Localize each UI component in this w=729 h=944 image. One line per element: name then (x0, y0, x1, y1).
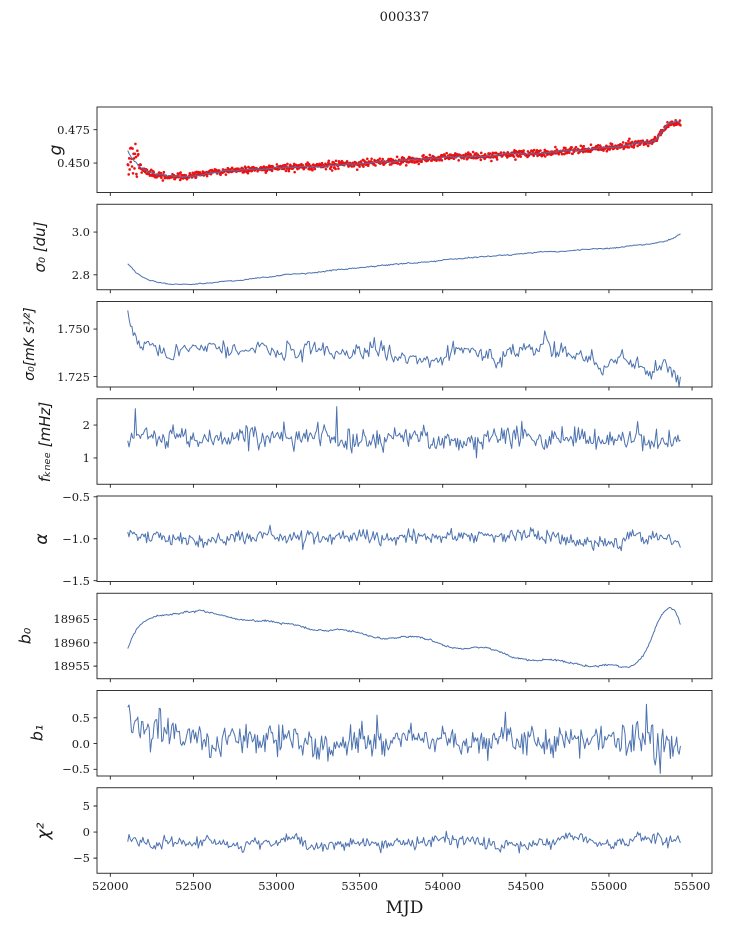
y-tick-label: 1 (82, 450, 90, 465)
y-tick-label: 18965 (53, 612, 90, 627)
x-tick-label: 55500 (673, 879, 711, 893)
x-tick-label: 54000 (424, 879, 462, 893)
y-tick-label: −5 (73, 851, 90, 866)
y-tick-label: 0.5 (71, 710, 90, 725)
y-tick-label: 0 (82, 825, 90, 840)
y-tick-label: −1.0 (62, 531, 90, 546)
y-tick-label: 3.0 (71, 225, 90, 240)
x-axis-label: MJD (385, 898, 424, 918)
y-axis-label: fₖₙₑₑ [mHz] (36, 401, 54, 482)
y-tick-label: 0.450 (57, 156, 90, 171)
y-tick-label: −0.5 (62, 489, 90, 504)
x-tick-label: 52500 (175, 879, 212, 893)
y-tick-label: 18960 (53, 635, 90, 650)
y-tick-label: 0.475 (57, 122, 90, 137)
y-tick-label: 1.725 (57, 369, 90, 384)
y-tick-label: −0.5 (62, 762, 90, 777)
y-tick-label: 2 (82, 418, 90, 433)
x-tick-label: 53500 (341, 879, 378, 893)
y-tick-label: 5 (82, 798, 90, 813)
x-tick-label: 54500 (507, 879, 545, 893)
y-tick-label: 0.0 (71, 736, 90, 751)
y-tick-label: 1.750 (57, 322, 90, 337)
x-tick-label: 53000 (258, 879, 295, 893)
x-tick-label: 55000 (590, 879, 628, 893)
figure-title: 000337 (379, 10, 430, 25)
y-tick-label: 18955 (53, 659, 90, 674)
y-tick-label: 2.8 (71, 267, 90, 282)
y-tick-label: −1.5 (62, 573, 90, 588)
x-tick-label: 52000 (92, 879, 129, 893)
y-axis-label: g (46, 144, 66, 156)
